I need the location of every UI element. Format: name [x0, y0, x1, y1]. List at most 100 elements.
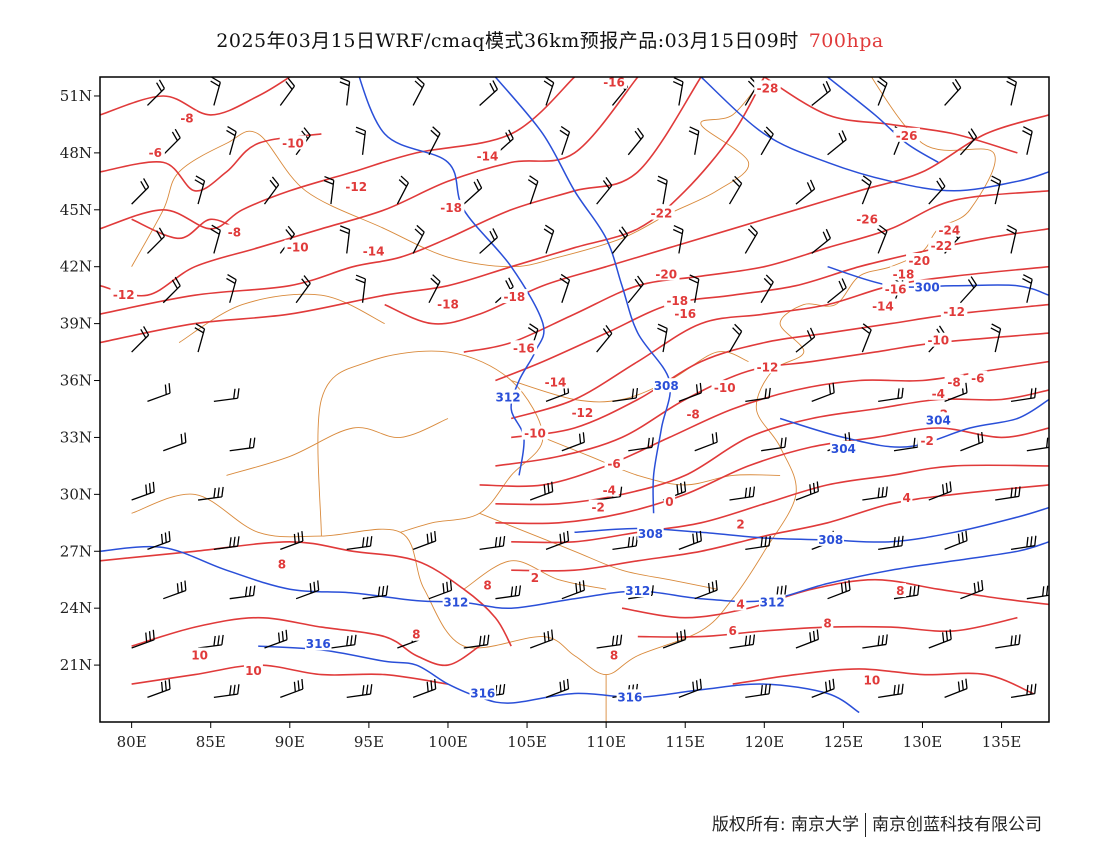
height-label: 308 [654, 379, 679, 393]
temperature-label: -18 [504, 290, 526, 304]
temperature-contours [100, 77, 1049, 695]
height-contour [827, 77, 939, 164]
temperature-label: -12 [345, 180, 367, 194]
temperature-label-bg [542, 374, 569, 389]
wind-barb [339, 77, 351, 106]
temperature-label: -20 [908, 254, 930, 268]
map-frame [99, 76, 1050, 723]
isotherm [100, 77, 576, 230]
isotherm [511, 303, 1049, 439]
y-tick-label: 42N [60, 258, 92, 276]
temperature-label-bg [600, 74, 628, 89]
temperature-label: -4 [932, 387, 945, 401]
temperature-label-bg [900, 490, 913, 505]
temperature-label-bg [734, 596, 747, 611]
temperature-label: -16 [674, 307, 696, 321]
wind-barb [627, 275, 644, 304]
wind-barb [761, 437, 787, 452]
temperature-label: -14 [872, 300, 894, 314]
copyright-footer: 版权所有: 南京大学 南京创蓝科技有限公司 [712, 810, 1042, 837]
height-label: 312 [625, 584, 650, 598]
wind-barb [877, 224, 888, 254]
wind-barb [657, 323, 668, 353]
wind-barb [627, 127, 644, 156]
y-tick-label: 21N [60, 656, 92, 674]
wind-barb [339, 225, 351, 254]
wind-barb [944, 678, 968, 698]
height-label: 300 [915, 281, 940, 295]
wind-barb [147, 531, 171, 550]
temperature-label-bg [726, 622, 739, 637]
temperature-label: 10 [245, 664, 262, 678]
height-label: 304 [926, 413, 951, 427]
wind-barb [995, 634, 1021, 649]
wind-barb [959, 276, 978, 304]
temperature-label: -2 [921, 434, 934, 448]
temperature-label-bg [944, 374, 964, 389]
wind-barb [561, 580, 585, 600]
x-tick-label: 85E [196, 733, 226, 751]
wind-barb [990, 175, 1002, 205]
boundary-line [178, 293, 385, 343]
wind-barb [428, 274, 441, 304]
temperature-label-bg [437, 199, 465, 214]
wind-barb [479, 80, 499, 106]
height-label-bg [913, 279, 941, 294]
temperature-label: -24 [939, 224, 961, 238]
wind-barb [612, 387, 639, 403]
y-tick-label: 45N [60, 201, 92, 219]
x-tick-label: 80E [117, 733, 147, 751]
temperature-label: -22 [931, 239, 953, 253]
x-tick-label: 90E [275, 733, 305, 751]
boundary-line [511, 351, 749, 403]
wind-barb [745, 535, 771, 551]
wind-barb [628, 437, 654, 452]
wind-barb [744, 225, 759, 254]
height-label-bg [925, 412, 952, 427]
temperature-label: -16 [513, 341, 535, 355]
isotherm [511, 484, 1049, 572]
temperature-label: -2 [592, 501, 605, 515]
temperature-label-bg [683, 406, 703, 421]
temperature-label-bg [510, 340, 538, 355]
wind-barb [657, 175, 668, 205]
wind-barb [412, 678, 437, 698]
wind-barb [355, 274, 367, 303]
wind-barb [596, 177, 613, 205]
height-label: 312 [496, 391, 521, 405]
temperature-label: -10 [524, 427, 546, 441]
wind-barb [346, 536, 373, 551]
wind-barb [990, 323, 1002, 353]
temperature-label-bg [894, 583, 907, 598]
wind-barb [1006, 77, 1017, 106]
temperature-label-bg [925, 332, 952, 347]
isotherm [763, 77, 1018, 154]
wind-barb [213, 684, 240, 698]
isotherm [100, 77, 765, 344]
height-label: 308 [638, 527, 663, 541]
temperature-label-bg [754, 80, 781, 95]
wind-barb [264, 629, 288, 649]
height-label: 312 [443, 595, 468, 609]
temperature-label: 8 [823, 616, 831, 630]
wind-barb [529, 629, 554, 649]
wind-barb [412, 530, 437, 550]
x-tick-label: 125E [824, 733, 864, 751]
x-tick-label: 110E [586, 733, 626, 751]
wind-barb [146, 79, 165, 106]
wind-barb [760, 274, 774, 304]
wind-barb [463, 634, 490, 649]
temperature-label-bg [936, 222, 963, 237]
wind-barb [1026, 585, 1049, 600]
wind-barb [878, 535, 904, 551]
height-label-bg [494, 389, 522, 404]
temperature-label-bg [342, 179, 370, 194]
temperature-label-bg [279, 135, 307, 150]
temperature-label-bg [604, 456, 624, 470]
wind-barb [559, 273, 571, 303]
temperature-label: -10 [287, 241, 309, 255]
height-label-bg [305, 636, 332, 651]
temperature-label-bg [276, 556, 288, 571]
temperature-label-bg [928, 385, 948, 400]
